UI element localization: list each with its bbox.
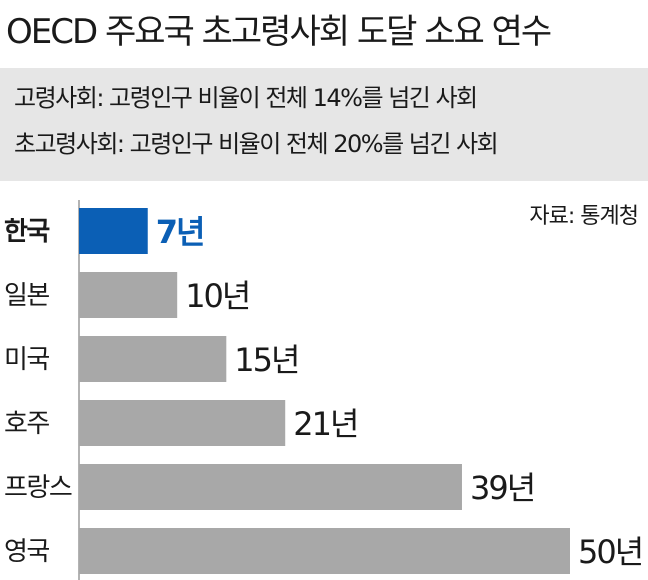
- category-label: 영국: [4, 537, 49, 567]
- bar: [79, 336, 227, 382]
- bar: [79, 464, 462, 510]
- bar: [79, 400, 286, 446]
- definition-aged-society: 고령사회: 고령인구 비율이 전체 14%를 넘긴 사회: [14, 84, 478, 112]
- category-label: 일본: [4, 281, 49, 311]
- data-label: 21년: [293, 405, 357, 443]
- definition-super-aged-society: 초고령사회: 고령인구 비율이 전체 20%를 넘긴 사회: [14, 130, 499, 158]
- bar: [79, 208, 148, 254]
- data-label: 50년: [578, 533, 642, 571]
- data-label: 39년: [470, 469, 534, 507]
- source-note: 자료: 통계청: [529, 204, 639, 229]
- definition-box: 고령사회: 고령인구 비율이 전체 14%를 넘긴 사회 초고령사회: 고령인구…: [0, 68, 648, 181]
- data-label: 7년: [156, 213, 204, 251]
- bar: [79, 528, 570, 574]
- category-label: 미국: [4, 345, 49, 375]
- data-label: 15년: [234, 341, 298, 379]
- category-label: 프랑스: [4, 473, 72, 503]
- category-label: 한국: [4, 217, 50, 247]
- category-label: 호주: [4, 409, 49, 439]
- chart-title: OECD 주요국 초고령사회 도달 소요 연수: [6, 12, 552, 52]
- bar: [79, 272, 178, 318]
- data-label: 10년: [185, 277, 249, 315]
